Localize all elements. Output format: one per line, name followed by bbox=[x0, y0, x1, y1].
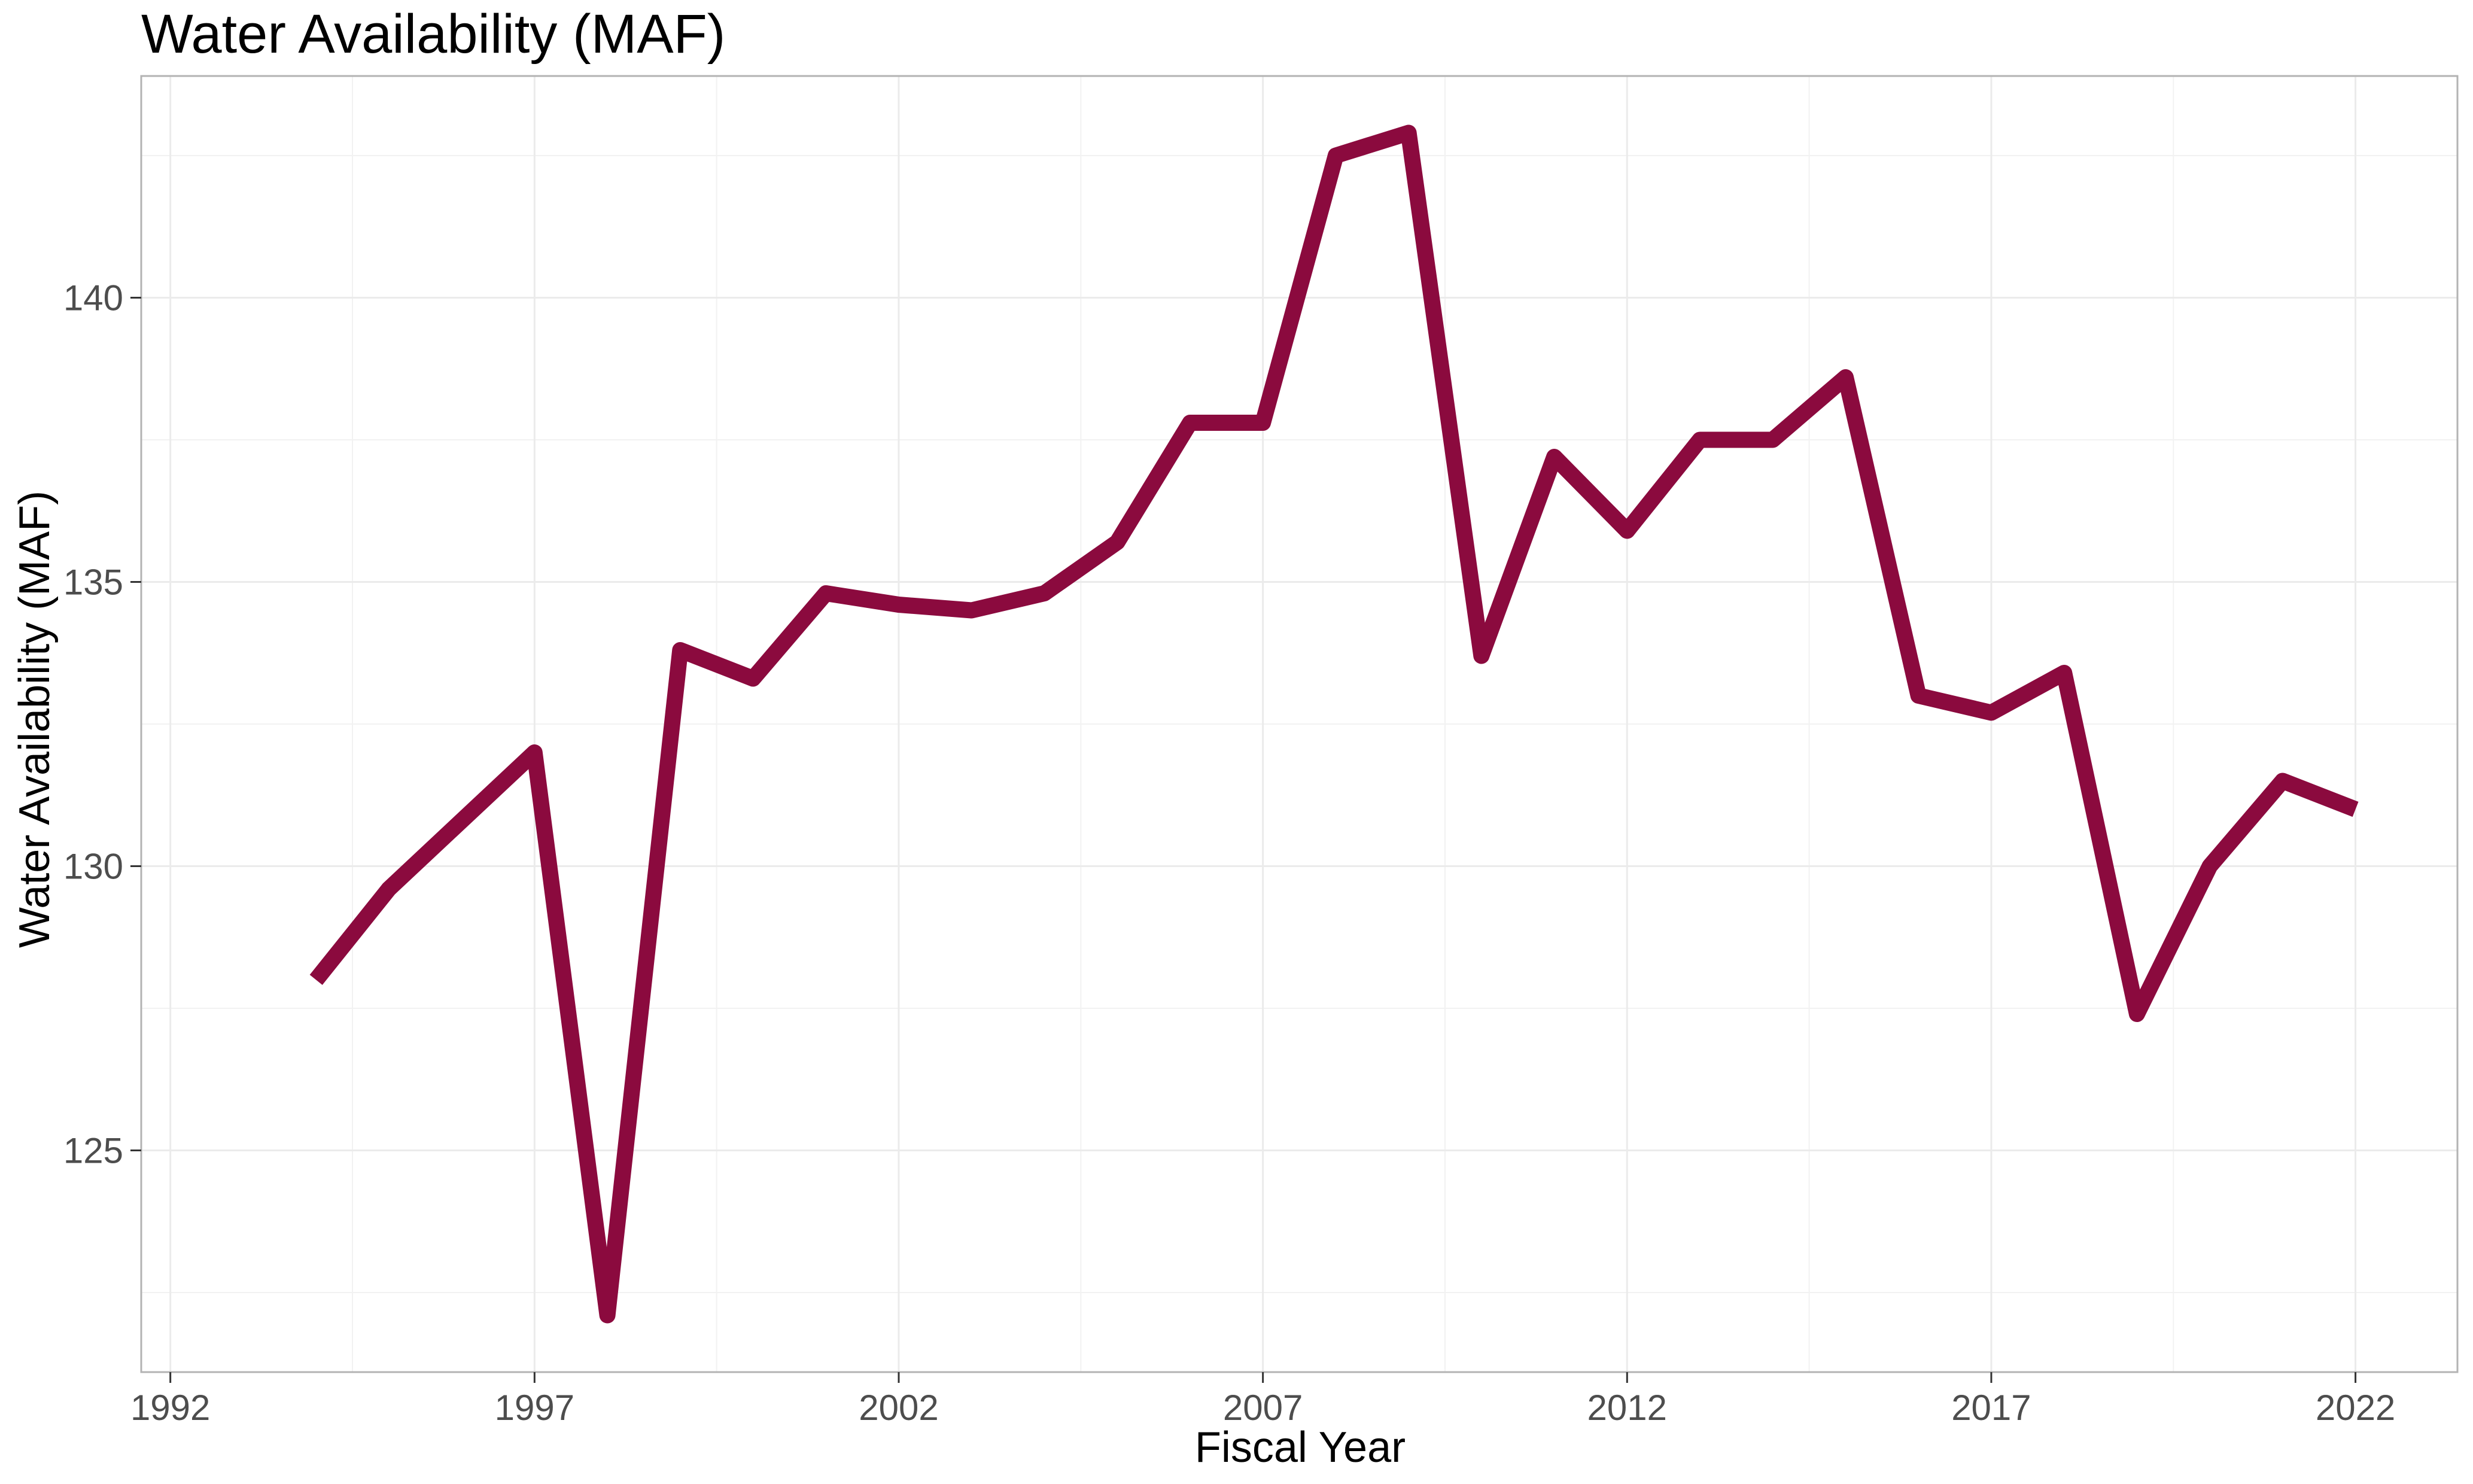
y-tick-label: 130 bbox=[63, 847, 123, 887]
x-tick-label: 1992 bbox=[130, 1388, 210, 1428]
x-tick-label: 2017 bbox=[1951, 1388, 2031, 1428]
panel-border bbox=[140, 75, 2459, 1373]
x-tick-label: 2012 bbox=[1587, 1388, 1667, 1428]
series-layer bbox=[309, 124, 2359, 1324]
y-tick-label: 125 bbox=[63, 1131, 123, 1171]
y-tick-label: 140 bbox=[63, 278, 123, 318]
y-tick-label: 135 bbox=[63, 562, 123, 603]
x-tick-label: 2022 bbox=[2316, 1388, 2395, 1428]
x-axis-ticks: 1992 1997 2002 2007 2012 2017 2022 bbox=[130, 1372, 2395, 1428]
x-tick-label: 2002 bbox=[859, 1388, 938, 1428]
y-axis-ticks: 125 130 135 140 bbox=[63, 278, 141, 1171]
series-line bbox=[309, 124, 2359, 1324]
x-tick-label: 1997 bbox=[495, 1388, 574, 1428]
y-axis-title: Water Availability (MAF) bbox=[11, 491, 59, 948]
x-axis-title: Fiscal Year bbox=[1195, 1424, 1406, 1471]
chart-title: Water Availability (MAF) bbox=[141, 4, 725, 65]
x-tick-label: 2007 bbox=[1223, 1388, 1303, 1428]
